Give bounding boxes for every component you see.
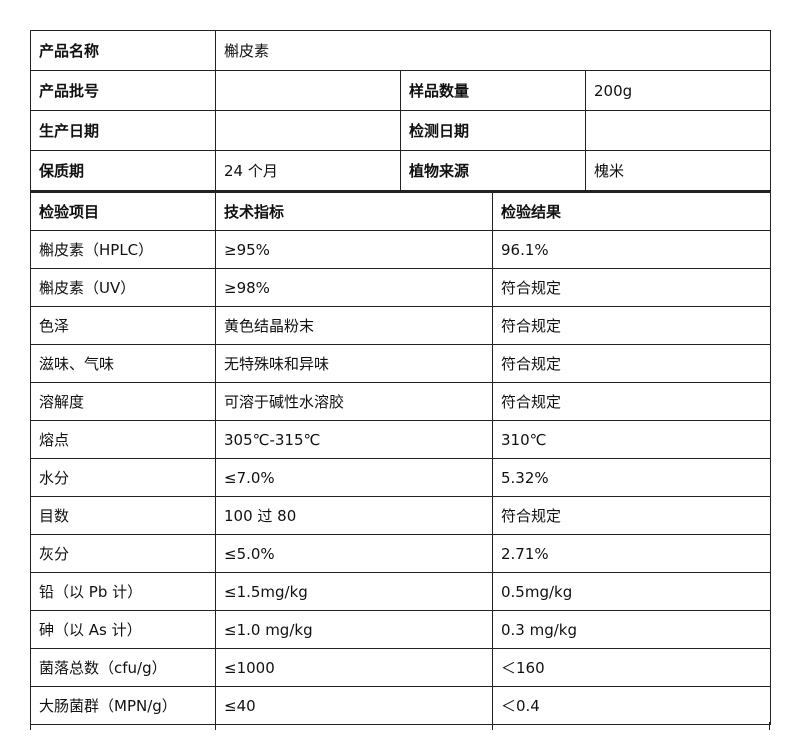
table-row: 目数 100 过 80 符合规定 (30, 496, 771, 535)
test-result: 符合规定 (492, 344, 771, 383)
test-result: 310℃ (492, 420, 771, 459)
table-row: 铅（以 Pb 计） ≤1.5mg/kg 0.5mg/kg (30, 572, 771, 611)
test-item: 砷（以 As 计） (30, 610, 216, 649)
product-info-table: 产品名称 槲皮素 产品批号 样品数量 200g 生产日期 检测日期 保质期 24… (30, 30, 772, 191)
table-continuation-line (492, 722, 493, 730)
test-item: 目数 (30, 496, 216, 535)
test-spec: ≤1000 (215, 648, 493, 687)
test-item: 槲皮素（HPLC） (30, 230, 216, 269)
test-spec: ≥95% (215, 230, 493, 269)
test-result: 符合规定 (492, 268, 771, 307)
test-spec: ≤5.0% (215, 534, 493, 573)
test-spec: ≤1.5mg/kg (215, 572, 493, 611)
product-name-label: 产品名称 (30, 30, 216, 71)
test-item: 槲皮素（UV） (30, 268, 216, 307)
test-result: 符合规定 (492, 496, 771, 535)
table-row: 滋味、气味 无特殊味和异味 符合规定 (30, 344, 771, 383)
test-item: 铅（以 Pb 计） (30, 572, 216, 611)
shelf-life-value: 24 个月 (215, 150, 401, 191)
test-item: 大肠菌群（MPN/g） (30, 686, 216, 725)
table-row: 色泽 黄色结晶粉末 符合规定 (30, 306, 771, 345)
production-date-value (215, 110, 401, 151)
test-item: 灰分 (30, 534, 216, 573)
product-name-value: 槲皮素 (214, 30, 772, 71)
test-date-label: 检测日期 (400, 110, 586, 151)
test-results-table: 检验项目 技术指标 检验结果 槲皮素（HPLC） ≥95% 96.1% 槲皮素（UV）… (30, 191, 771, 725)
table-row: 菌落总数（cfu/g） ≤1000 ＜160 (30, 648, 771, 687)
header-item: 检验项目 (30, 191, 216, 231)
table-continuation-line (769, 722, 770, 730)
test-result: 0.3 mg/kg (492, 610, 771, 649)
date-row: 生产日期 检测日期 (30, 110, 772, 151)
test-item: 菌落总数（cfu/g） (30, 648, 216, 687)
test-result: 96.1% (492, 230, 771, 269)
test-item: 熔点 (30, 420, 216, 459)
table-row: 熔点 305℃-315℃ 310℃ (30, 420, 771, 459)
header-spec: 技术指标 (215, 191, 493, 231)
test-date-value (584, 110, 772, 151)
test-spec: 100 过 80 (215, 496, 493, 535)
table-row: 灰分 ≤5.0% 2.71% (30, 534, 771, 573)
sample-qty-label: 样品数量 (400, 70, 586, 111)
test-result: ＜160 (492, 648, 771, 687)
test-spec: 黄色结晶粉末 (215, 306, 493, 345)
shelf-life-label: 保质期 (30, 150, 216, 191)
test-spec: ≤40 (215, 686, 493, 725)
plant-source-label: 植物来源 (400, 150, 586, 191)
plant-source-value: 槐米 (584, 150, 772, 191)
table-continuation-line (215, 722, 216, 730)
shelf-life-row: 保质期 24 个月 植物来源 槐米 (30, 150, 772, 191)
test-result: 5.32% (492, 458, 771, 497)
test-item: 水分 (30, 458, 216, 497)
test-spec: 无特殊味和异味 (215, 344, 493, 383)
table-row: 溶解度 可溶于碱性水溶胶 符合规定 (30, 382, 771, 421)
header-result: 检验结果 (492, 191, 771, 231)
sample-qty-value: 200g (584, 70, 772, 111)
test-spec: ≤7.0% (215, 458, 493, 497)
test-spec: ≥98% (215, 268, 493, 307)
test-result: 2.71% (492, 534, 771, 573)
batch-row: 产品批号 样品数量 200g (30, 70, 772, 111)
table-row: 槲皮素（UV） ≥98% 符合规定 (30, 268, 771, 307)
test-item: 溶解度 (30, 382, 216, 421)
table-row: 槲皮素（HPLC） ≥95% 96.1% (30, 230, 771, 269)
table-row: 砷（以 As 计） ≤1.0 mg/kg 0.3 mg/kg (30, 610, 771, 649)
test-item: 滋味、气味 (30, 344, 216, 383)
product-name-row: 产品名称 槲皮素 (30, 30, 772, 71)
test-spec: ≤1.0 mg/kg (215, 610, 493, 649)
test-result: 符合规定 (492, 306, 771, 345)
table-row: 水分 ≤7.0% 5.32% (30, 458, 771, 497)
production-date-label: 生产日期 (30, 110, 216, 151)
test-spec: 305℃-315℃ (215, 420, 493, 459)
results-header-row: 检验项目 技术指标 检验结果 (30, 191, 771, 231)
test-spec: 可溶于碱性水溶胶 (215, 382, 493, 421)
table-row: 大肠菌群（MPN/g） ≤40 ＜0.4 (30, 686, 771, 725)
test-result: 0.5mg/kg (492, 572, 771, 611)
batch-label: 产品批号 (30, 70, 216, 111)
test-item: 色泽 (30, 306, 216, 345)
batch-value (215, 70, 401, 111)
test-result: ＜0.4 (492, 686, 771, 725)
test-result: 符合规定 (492, 382, 771, 421)
table-continuation-line (30, 722, 31, 730)
